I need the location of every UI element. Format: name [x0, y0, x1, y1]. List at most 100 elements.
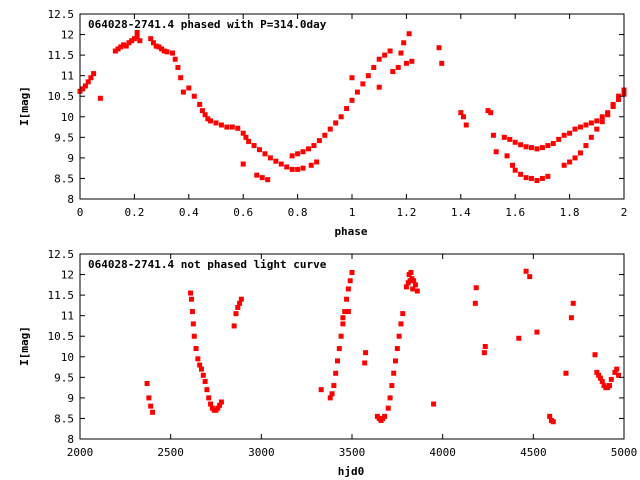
phased-y-tick-label: 11.5: [48, 49, 75, 62]
unphased-data-point: [516, 335, 522, 341]
phased-data-point: [311, 143, 317, 149]
unphased-data-point: [200, 372, 206, 378]
phased-data-point: [129, 38, 135, 44]
unphased-data-point: [382, 413, 388, 419]
phased-data-point: [278, 161, 284, 167]
phased-data-point: [85, 79, 91, 85]
phased-data-point: [610, 101, 616, 107]
phased-data-point: [395, 64, 401, 70]
phased-data-point: [169, 50, 175, 56]
unphased-data-point: [331, 383, 337, 389]
unphased-data-point: [146, 395, 152, 401]
unphased-data-point: [547, 413, 553, 419]
unphased-data-point: [218, 399, 224, 405]
phased-data-point: [523, 175, 529, 181]
phased-data-point: [161, 48, 167, 54]
unphased-y-tick-label: 12: [61, 269, 74, 282]
phased-data-point: [251, 143, 257, 149]
unphased-data-point: [206, 395, 212, 401]
unphased-data-point: [473, 285, 479, 291]
unphased-data-point: [193, 346, 199, 352]
unphased-y-tick-label: 10.5: [48, 330, 75, 343]
phased-data-point: [616, 93, 622, 99]
unphased-x-axis-label: hjd0: [338, 465, 365, 478]
phased-data-point: [243, 134, 249, 140]
phased-data-point: [327, 126, 333, 132]
phased-data-point: [488, 110, 494, 116]
phased-data-point: [178, 75, 184, 81]
unphased-data-point: [204, 387, 210, 393]
unphased-data-point: [398, 321, 404, 327]
unphased-data-point: [614, 366, 620, 372]
unphased-data-point: [396, 333, 402, 339]
phased-data-point: [80, 86, 86, 92]
unphased-data-point: [550, 419, 556, 425]
phased-data-point: [199, 108, 205, 114]
phased-y-tick-label: 10: [61, 111, 74, 124]
phased-data-point: [262, 151, 268, 157]
phased-x-tick-label: 0: [77, 206, 84, 219]
phased-data-point: [159, 46, 165, 52]
phased-data-point: [240, 130, 246, 136]
unphased-y-tick-label: 9.5: [54, 371, 74, 384]
phased-data-point: [134, 34, 140, 40]
phased-data-point: [518, 171, 524, 177]
phased-data-point: [349, 75, 355, 81]
unphased-y-tick-label: 8: [67, 433, 74, 446]
phased-data-point: [150, 40, 156, 46]
unphased-x-tick-label: 3000: [248, 446, 275, 459]
phased-x-tick-label: 1.6: [505, 206, 525, 219]
phased-data-point: [512, 167, 518, 173]
phased-data-point: [112, 48, 118, 54]
phased-data-point: [572, 155, 578, 161]
phased-data-point: [599, 114, 605, 120]
unphased-data-point: [345, 286, 351, 292]
unphased-data-point: [596, 372, 602, 378]
phased-data-point: [224, 124, 230, 130]
phased-data-point: [403, 60, 409, 66]
unphased-data-point: [235, 304, 241, 310]
unphased-data-point: [597, 375, 603, 381]
unphased-data-point: [523, 268, 529, 274]
unphased-data-point: [570, 300, 576, 306]
phased-data-point: [308, 162, 314, 168]
phased-chart-title: 064028-2741.4 phased with P=314.0day: [88, 18, 327, 31]
phased-data-point: [436, 45, 442, 51]
phased-data-point: [616, 97, 622, 103]
phased-data-point: [257, 147, 263, 153]
phased-data-point: [376, 84, 382, 90]
unphased-data-point: [393, 358, 399, 364]
phased-data-point: [91, 71, 97, 77]
unphased-data-point: [338, 333, 344, 339]
phased-x-tick-label: 1.4: [451, 206, 471, 219]
phased-data-point: [490, 132, 496, 138]
phased-data-point: [529, 175, 535, 181]
phased-data-point: [406, 31, 412, 37]
phased-data-point: [202, 112, 208, 118]
unphased-data-point: [188, 290, 194, 296]
phased-data-point: [153, 43, 159, 49]
phased-data-point: [246, 138, 252, 144]
phased-x-tick-label: 0.2: [124, 206, 144, 219]
phased-data-point: [273, 158, 279, 164]
unphased-data-point: [363, 350, 369, 356]
phased-x-tick-label: 0.8: [288, 206, 308, 219]
unphased-y-tick-label: 9: [67, 392, 74, 405]
phased-data-point: [349, 97, 355, 103]
phased-data-point: [439, 60, 445, 66]
unphased-data-point: [482, 344, 488, 349]
phased-data-point: [191, 93, 197, 99]
unphased-x-tick-label: 2000: [67, 446, 94, 459]
phased-data-point: [289, 153, 295, 159]
phased-data-point: [123, 43, 129, 49]
unphased-data-point: [385, 405, 391, 411]
unphased-data-point: [336, 346, 342, 352]
phased-data-point: [180, 89, 186, 95]
phased-data-point: [588, 134, 594, 140]
unphased-data-point: [233, 311, 239, 317]
phased-x-tick-label: 0.6: [233, 206, 253, 219]
phased-data-point: [493, 149, 499, 155]
unphased-light-curve-chart: 8 8.5 9 9.5 10 10.5 11 11.5 12 12.5 2000 2500 3000 35…: [18, 248, 637, 478]
unphased-data-point: [318, 387, 324, 393]
